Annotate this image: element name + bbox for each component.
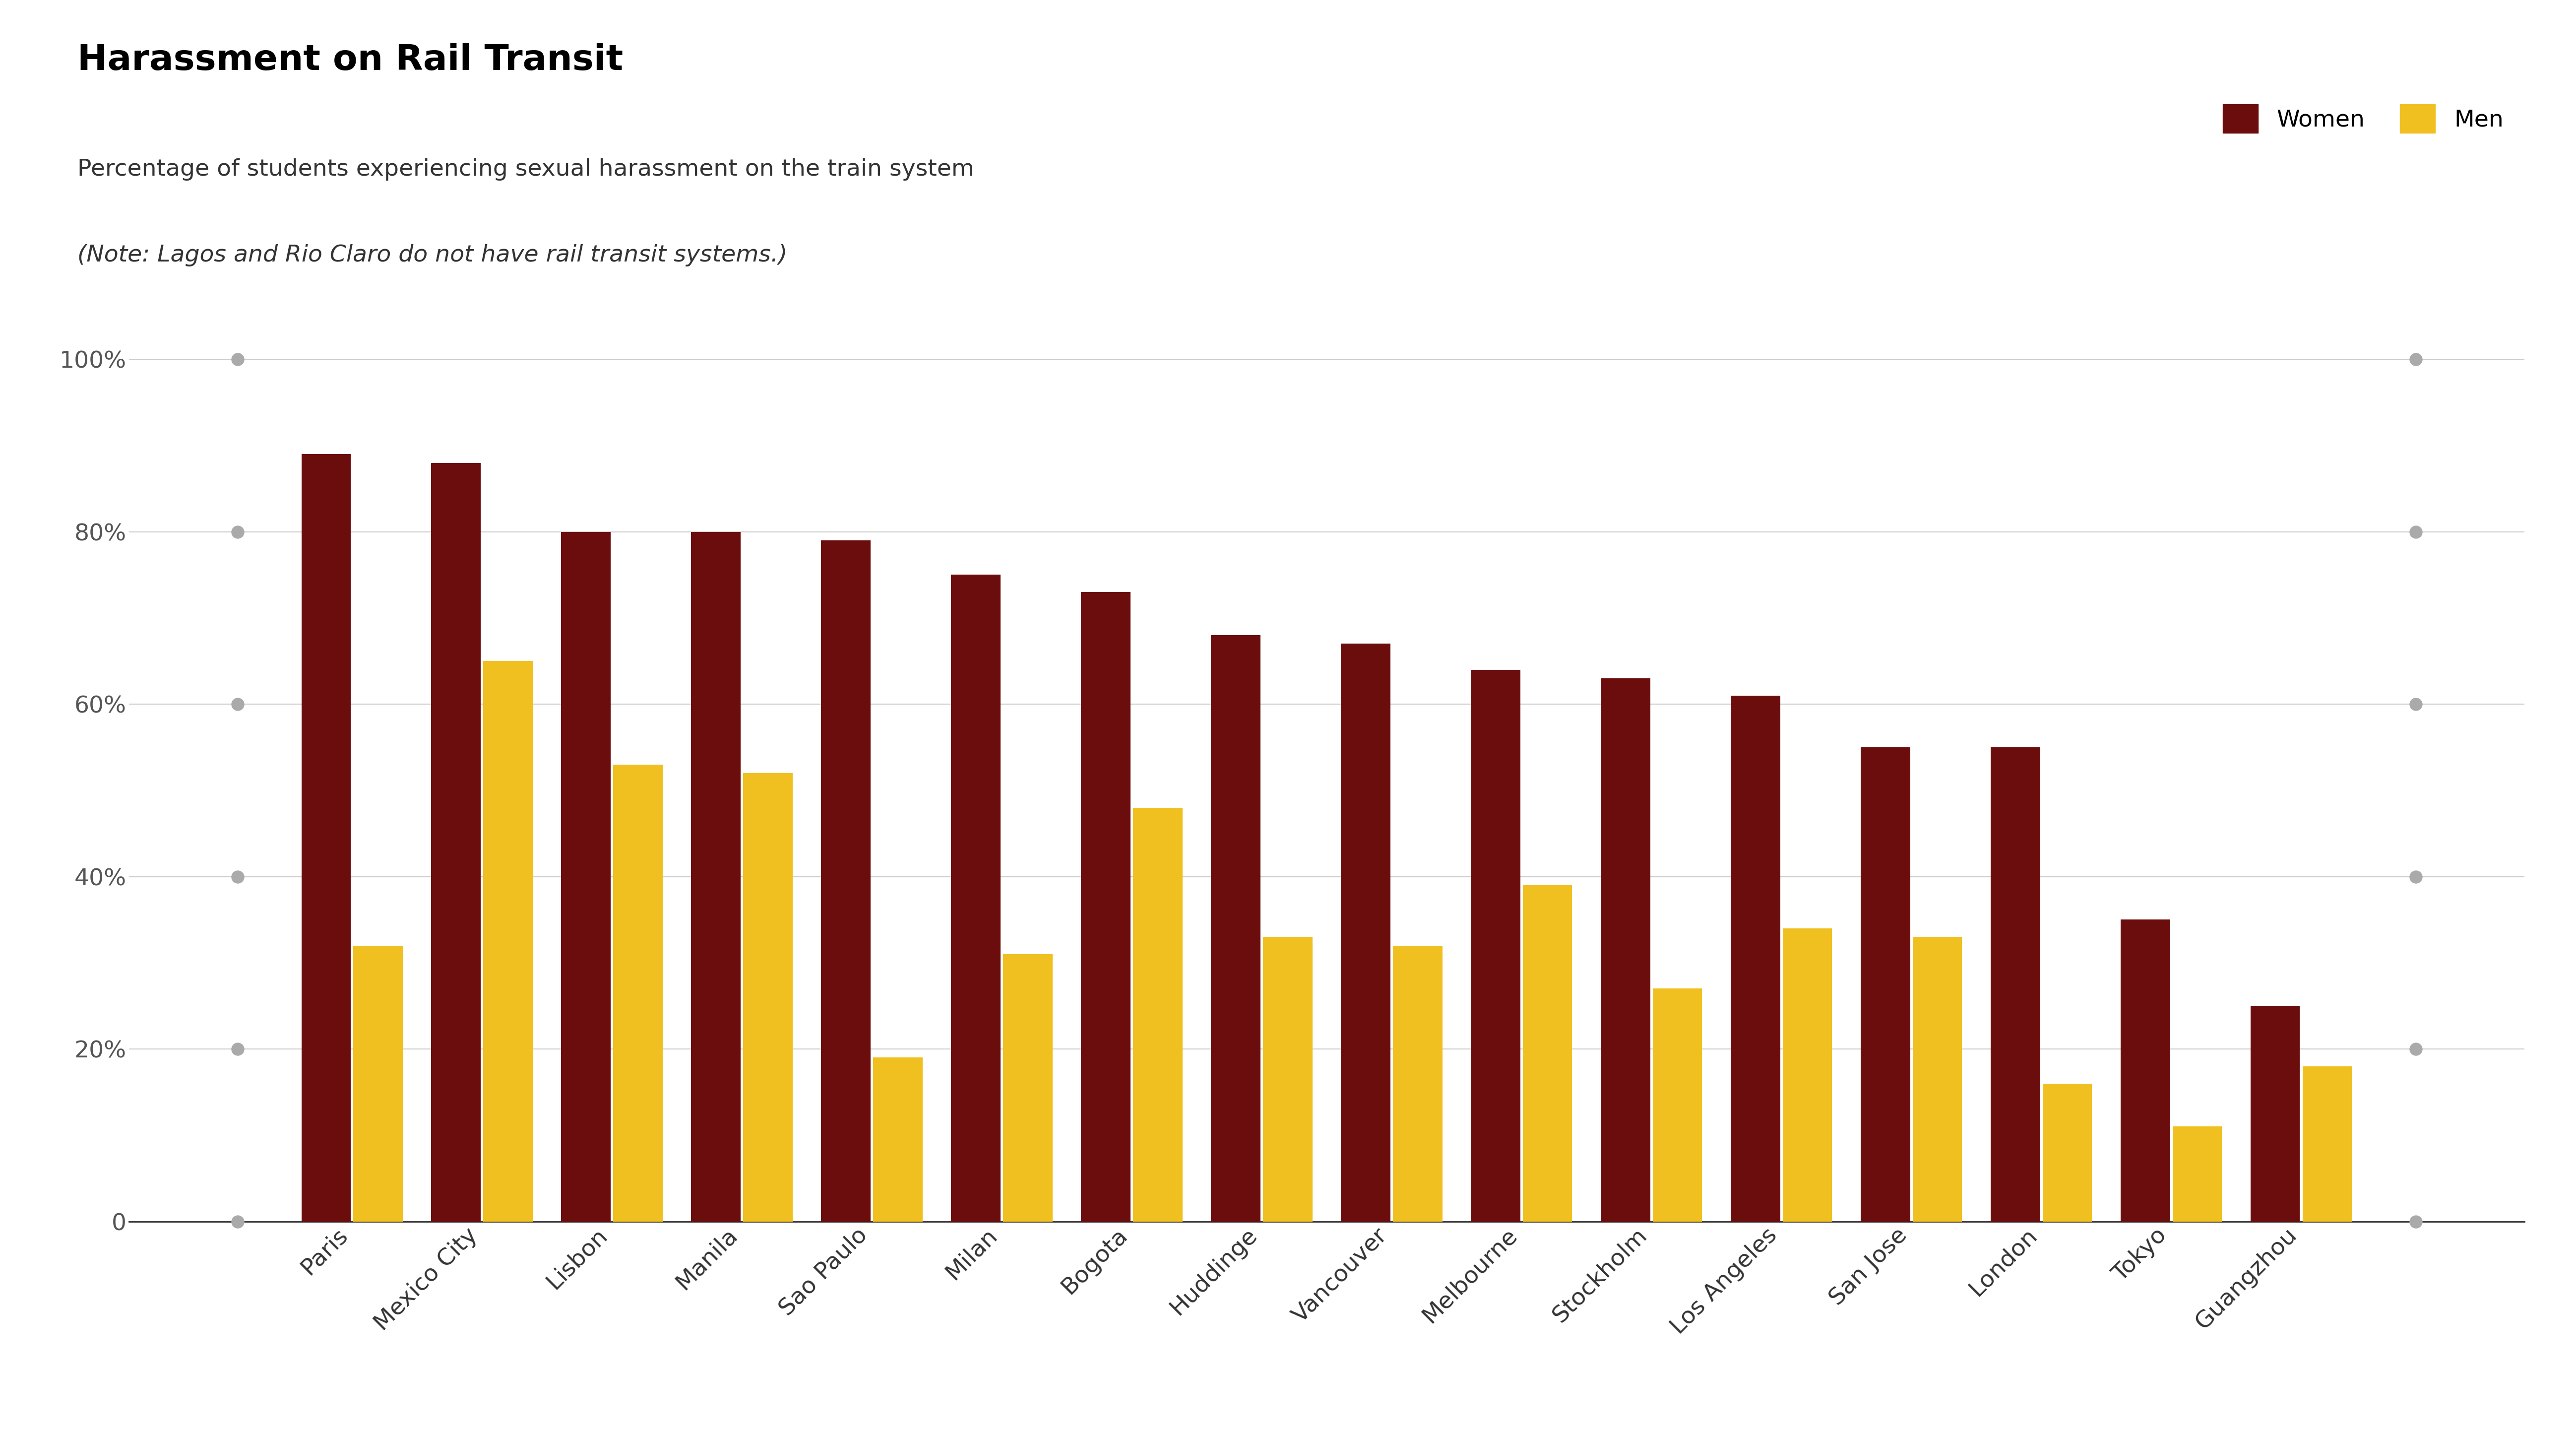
Bar	[430, 463, 482, 1221]
Bar	[1394, 946, 1443, 1221]
Text: (Note: Lagos and Rio Claro do not have rail transit systems.): (Note: Lagos and Rio Claro do not have r…	[77, 244, 788, 267]
Bar	[1002, 954, 1054, 1221]
Bar	[951, 575, 999, 1221]
Bar	[2043, 1083, 2092, 1221]
Bar	[1522, 885, 1571, 1221]
Bar	[873, 1058, 922, 1221]
Bar	[301, 454, 350, 1221]
Bar	[484, 661, 533, 1221]
Bar	[1783, 928, 1832, 1221]
Bar	[1082, 592, 1131, 1221]
Bar	[1262, 937, 1311, 1221]
Bar	[1600, 678, 1651, 1221]
Bar	[353, 946, 402, 1221]
Bar	[2251, 1006, 2300, 1221]
Bar	[822, 540, 871, 1221]
Bar	[1211, 635, 1260, 1221]
Bar	[1860, 747, 1909, 1221]
Bar	[562, 532, 611, 1221]
Text: Percentage of students experiencing sexual harassment on the train system: Percentage of students experiencing sexu…	[77, 158, 974, 181]
Bar	[1914, 937, 1963, 1221]
Legend: Women, Men: Women, Men	[2213, 95, 2512, 142]
Bar	[613, 764, 662, 1221]
Bar	[1342, 644, 1391, 1221]
Bar	[690, 532, 739, 1221]
Bar	[744, 773, 793, 1221]
Text: Harassment on Rail Transit: Harassment on Rail Transit	[77, 43, 623, 78]
Bar	[1133, 808, 1182, 1221]
Bar	[1731, 696, 1780, 1221]
Bar	[1991, 747, 2040, 1221]
Bar	[1471, 670, 1520, 1221]
Bar	[1654, 989, 1703, 1221]
Bar	[2120, 920, 2169, 1221]
Bar	[2172, 1127, 2223, 1221]
Bar	[2303, 1066, 2352, 1221]
